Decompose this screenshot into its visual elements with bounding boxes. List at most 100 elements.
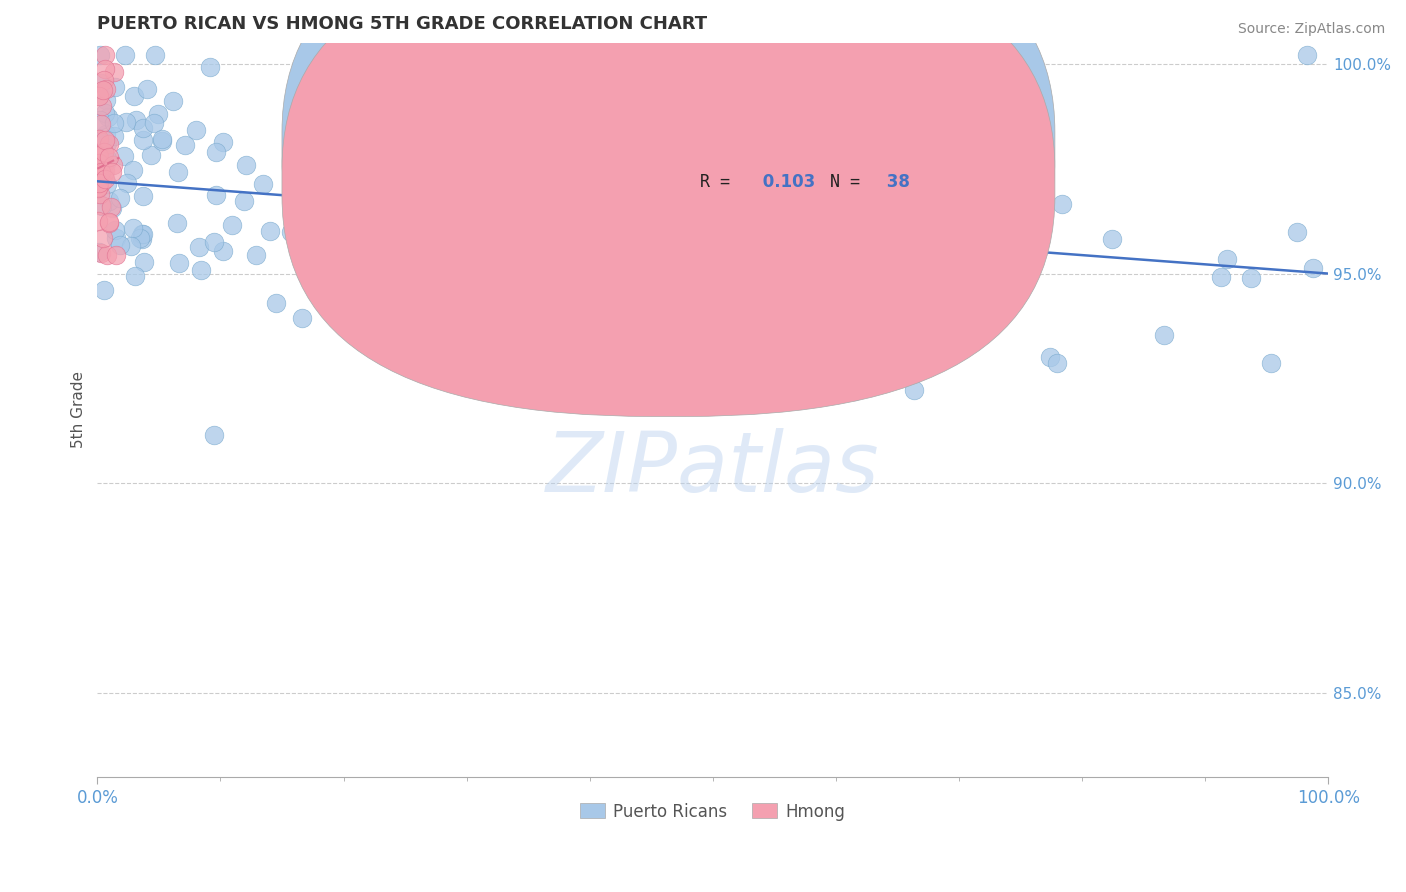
Point [94, 62, 117, 76]
Point [842, 384, 865, 398]
Point [425, 161, 447, 175]
Point [830, 371, 852, 385]
Point [89, 132, 111, 146]
Text: 38: 38 [882, 173, 910, 192]
Point [364, 178, 387, 192]
Point [167, 165, 190, 179]
Point [342, 187, 364, 202]
Point [252, 177, 274, 191]
Point [143, 48, 166, 62]
Point [346, 309, 368, 323]
Point [994, 260, 1017, 275]
Point [103, 129, 125, 144]
Point [112, 149, 135, 163]
Point [166, 216, 188, 230]
Point [97, 110, 120, 124]
Point [115, 115, 138, 129]
Point [89, 155, 111, 169]
Point [89, 176, 111, 190]
Point [523, 203, 546, 218]
Point [337, 235, 360, 250]
Point [1260, 356, 1282, 370]
Point [150, 134, 173, 148]
Point [101, 201, 124, 215]
Text: PUERTO RICAN VS HMONG 5TH GRADE CORRELATION CHART: PUERTO RICAN VS HMONG 5TH GRADE CORRELAT… [97, 15, 707, 33]
Point [86, 178, 108, 193]
Point [903, 383, 925, 397]
Point [1211, 270, 1233, 285]
Point [575, 186, 598, 201]
Point [93, 145, 115, 160]
Point [104, 231, 127, 245]
Point [662, 254, 685, 268]
Point [232, 194, 254, 208]
Point [291, 311, 314, 326]
Text: R =: R = [700, 173, 741, 192]
Point [287, 106, 309, 120]
Point [167, 256, 190, 270]
Point [110, 191, 132, 205]
Point [131, 227, 153, 241]
Point [330, 141, 353, 155]
Point [96, 153, 118, 168]
Point [94, 48, 117, 62]
Point [93, 72, 115, 87]
Point [370, 190, 392, 204]
Point [329, 229, 352, 244]
Point [87, 179, 110, 194]
Point [290, 108, 312, 122]
Text: N =: N = [830, 136, 870, 154]
Point [264, 296, 287, 310]
Point [91, 83, 114, 97]
Point [89, 48, 111, 62]
Point [1285, 225, 1308, 239]
Point [616, 256, 638, 270]
Point [97, 215, 120, 229]
Legend: Puerto Ricans, Hmong: Puerto Ricans, Hmong [574, 796, 852, 827]
Point [87, 88, 110, 103]
Point [190, 263, 212, 277]
Point [921, 75, 943, 89]
Point [766, 263, 789, 277]
Point [371, 266, 394, 280]
Point [1153, 328, 1175, 343]
Point [377, 258, 399, 272]
Point [1050, 196, 1073, 211]
Point [259, 224, 281, 238]
Point [87, 245, 110, 260]
Point [204, 187, 226, 202]
Point [745, 247, 768, 261]
Point [768, 174, 790, 188]
Point [96, 152, 118, 166]
Text: N =: N = [830, 173, 870, 192]
Point [603, 93, 626, 107]
Point [108, 238, 131, 252]
Point [89, 186, 111, 201]
Point [101, 165, 124, 179]
Point [91, 231, 114, 245]
Point [94, 82, 117, 96]
Point [93, 167, 115, 181]
Point [132, 227, 155, 241]
Point [124, 268, 146, 283]
Point [929, 331, 952, 345]
Point [187, 240, 209, 254]
Point [329, 216, 352, 230]
Point [318, 128, 340, 142]
Point [90, 245, 112, 260]
Text: R =: R = [700, 136, 741, 154]
Point [104, 222, 127, 236]
Point [204, 145, 226, 159]
Point [93, 283, 115, 297]
Point [212, 244, 235, 258]
Point [91, 99, 114, 113]
Point [830, 228, 852, 243]
Point [583, 227, 606, 242]
Point [807, 154, 830, 169]
Point [91, 199, 114, 213]
Point [96, 177, 118, 191]
Point [311, 236, 333, 251]
Point [103, 158, 125, 172]
Point [87, 133, 110, 147]
Point [162, 95, 184, 109]
